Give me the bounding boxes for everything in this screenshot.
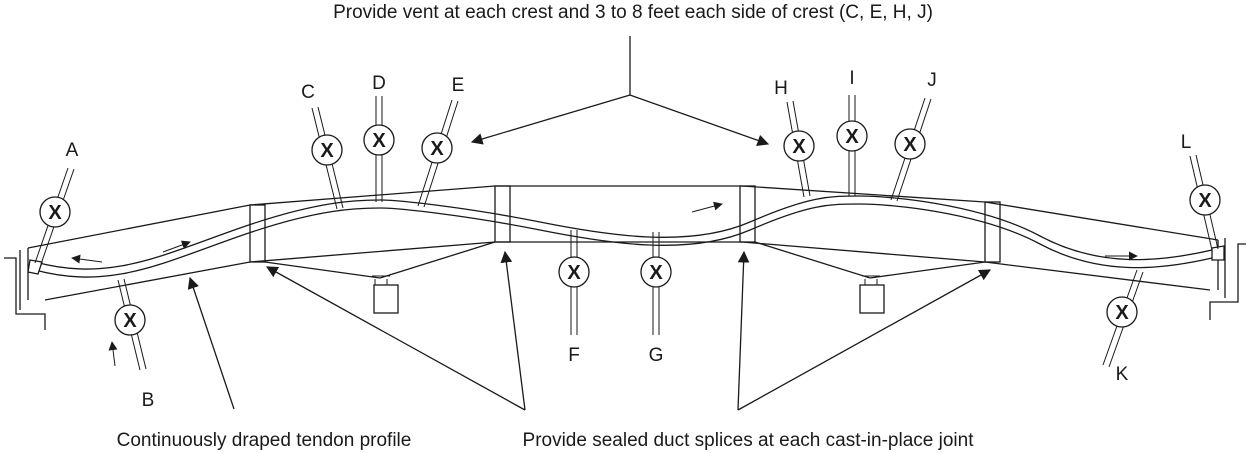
valve-x-text: X [320,140,334,162]
valve-x-text: X [48,202,62,224]
vent-label-F: F [568,345,580,366]
valve-icon [783,130,815,162]
valve-icon [39,196,71,228]
grout-flow-arrows [71,201,1138,367]
valve-icon [1106,296,1138,328]
tendon-profile-caption: Continuously draped tendon profile [117,430,412,451]
vent-G: X G [640,232,672,366]
vent-B: X B [114,278,155,411]
vent-label-D: D [372,73,386,94]
vent-H: X H [774,78,815,198]
tendon-duct [27,195,1225,278]
cast-in-place-joints [249,185,1001,263]
valve-x-text: X [845,126,859,148]
vent-F: X F [558,230,590,366]
vent-label-L: L [1181,132,1192,153]
valve-icon [558,256,590,288]
valve-x-text: X [372,130,386,152]
valve-icon [311,134,343,166]
vent-C: X C [301,82,344,210]
valve-x-text: X [123,310,137,332]
valve-x-text: X [649,262,663,284]
vent-K: X K [1102,269,1144,385]
valve-icon [421,132,453,164]
valve-x-text: X [1115,302,1129,324]
vent-label-A: A [66,140,79,161]
cip-joint-4 [984,201,1001,263]
vent-label-G: G [649,345,664,366]
vent-label-B: B [142,390,155,411]
vent-label-I: I [849,68,854,89]
flow-arrow-icon [162,240,191,253]
vent-note-caption: Provide vent at each crest and 3 to 8 fe… [333,2,933,23]
vent-label-H: H [774,78,788,99]
valve-x-text: X [903,134,917,156]
vent-L: X L [1181,132,1221,251]
valve-x-text: X [567,262,581,284]
vent-E: X E [417,75,465,208]
flow-arrow-icon [71,254,103,264]
vent-J: X J [890,70,937,202]
valve-icon [363,124,395,156]
vent-label-J: J [927,70,937,91]
valve-icon [114,304,146,336]
vent-D: X D [363,73,395,202]
valve-x-text: X [430,138,444,160]
vent-label-E: E [452,75,465,96]
callout-leaders [187,36,992,411]
valve-x-text: X [792,136,806,158]
vent-I: X I [836,68,868,196]
valve-icon [894,128,926,160]
girder-outline [4,185,1246,330]
vent-label-K: K [1116,364,1129,385]
vent-label-C: C [301,82,315,103]
flow-arrow-icon [108,341,118,367]
flow-arrow-icon [691,201,723,213]
valve-icon [836,120,868,152]
duct-splice-caption: Provide sealed duct splices at each cast… [523,430,975,451]
cip-joint-1 [249,204,266,263]
vents: X A X B X C X D X E [34,68,1221,411]
cip-joint-3 [739,185,756,243]
valve-icon [1189,184,1221,216]
valve-icon [640,256,672,288]
valve-x-text: X [1198,190,1212,212]
vent-A: X A [34,140,79,265]
